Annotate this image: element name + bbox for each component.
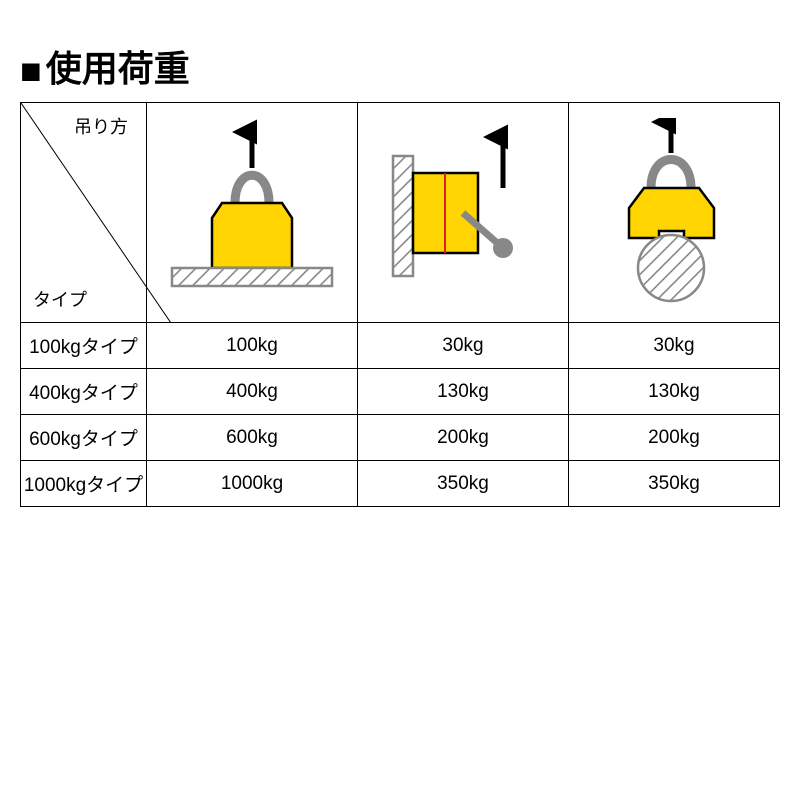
load-capacity-table: 吊り方 タイプ: [20, 102, 780, 507]
cell-value: 30kg: [358, 323, 569, 369]
flat-plate-lift-icon: [147, 118, 357, 308]
cell-value: 200kg: [569, 415, 780, 461]
cell-value: 30kg: [569, 323, 780, 369]
cell-value: 600kg: [147, 415, 358, 461]
row-label: 100kgタイプ: [21, 323, 147, 369]
cell-value: 130kg: [569, 369, 780, 415]
header-type-label: タイプ: [33, 286, 87, 312]
header-diagram-round: [569, 103, 780, 323]
cell-value: 1000kg: [147, 461, 358, 507]
round-bar-lift-icon: [569, 118, 779, 308]
header-diagram-flat: [147, 103, 358, 323]
row-label: 1000kgタイプ: [21, 461, 147, 507]
section-title: ■使用荷重: [20, 40, 780, 92]
header-method-label: 吊り方: [74, 113, 128, 139]
table-row: 400kgタイプ 400kg 130kg 130kg: [21, 369, 780, 415]
table-row: 1000kgタイプ 1000kg 350kg 350kg: [21, 461, 780, 507]
title-marker: ■: [20, 50, 42, 92]
table-row: 600kgタイプ 600kg 200kg 200kg: [21, 415, 780, 461]
row-label: 600kgタイプ: [21, 415, 147, 461]
title-text: 使用荷重: [46, 48, 190, 89]
cell-value: 100kg: [147, 323, 358, 369]
vertical-plate-lift-icon: [358, 118, 568, 308]
cell-value: 130kg: [358, 369, 569, 415]
header-diagram-side: [358, 103, 569, 323]
table-row: 100kgタイプ 100kg 30kg 30kg: [21, 323, 780, 369]
cell-value: 400kg: [147, 369, 358, 415]
cell-value: 350kg: [569, 461, 780, 507]
cell-value: 200kg: [358, 415, 569, 461]
row-label: 400kgタイプ: [21, 369, 147, 415]
header-corner-cell: 吊り方 タイプ: [21, 103, 147, 323]
cell-value: 350kg: [358, 461, 569, 507]
